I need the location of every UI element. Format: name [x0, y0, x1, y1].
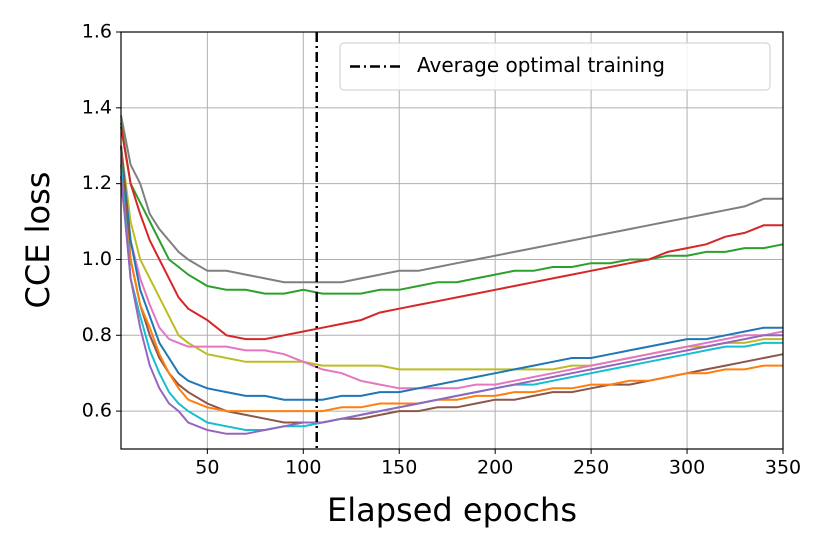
y-tick-label: 0.6 — [82, 400, 112, 422]
y-tick-label: 1.2 — [82, 172, 112, 194]
line-series — [120, 145, 783, 401]
line-series — [120, 145, 783, 371]
plot-frame — [120, 31, 784, 450]
legend-box — [339, 42, 771, 91]
line-series — [120, 122, 784, 295]
line-series — [120, 126, 783, 341]
y-axis-label: CCE loss — [19, 172, 57, 309]
line-series — [120, 115, 783, 284]
x-tick-label: 200 — [477, 457, 513, 479]
x-tick-label: 50 — [195, 457, 219, 479]
x-tick-label: 250 — [573, 457, 609, 479]
y-tick-label: 1.6 — [82, 21, 112, 43]
y-tick-label: 1.0 — [82, 248, 112, 270]
legend-label: Average optimal training — [417, 53, 665, 77]
x-axis-label: Elapsed epochs — [327, 491, 577, 529]
line-series — [120, 176, 783, 435]
x-tick-label: 100 — [285, 457, 321, 479]
x-tick-label: 150 — [381, 457, 417, 479]
y-tick-label: 1.4 — [82, 96, 112, 118]
x-tick-label: 350 — [765, 457, 801, 479]
x-tick-label: 300 — [669, 457, 705, 479]
y-tick-label: 0.8 — [82, 324, 112, 346]
